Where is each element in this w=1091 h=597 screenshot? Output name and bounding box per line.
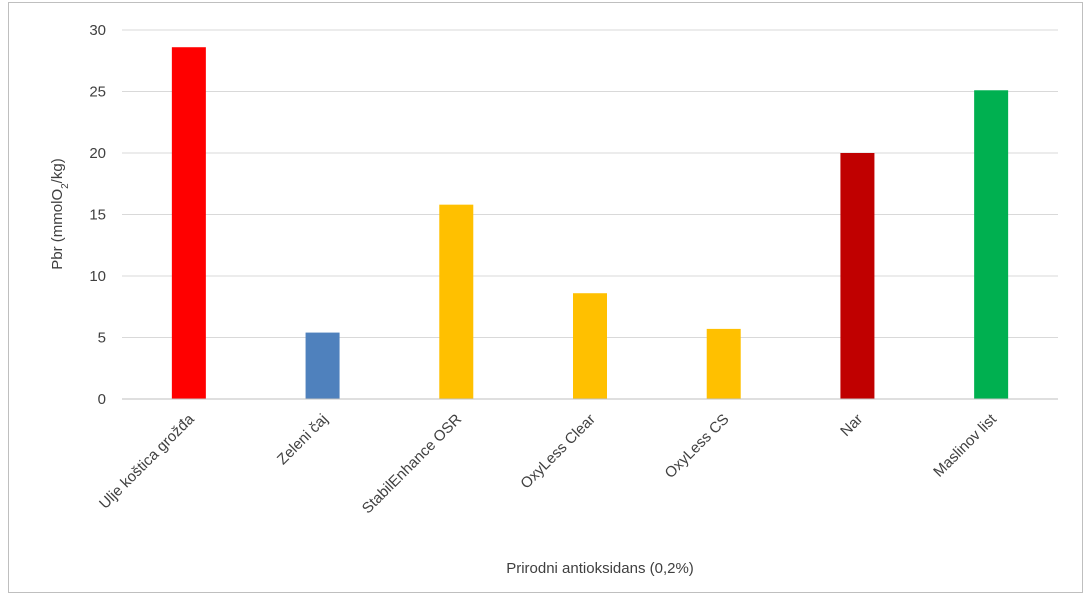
bar bbox=[305, 332, 340, 399]
bars bbox=[171, 47, 1009, 400]
bar bbox=[974, 90, 1009, 400]
y-axis-title-end: /kg) bbox=[49, 158, 66, 183]
y-tick-label: 30 bbox=[89, 22, 106, 39]
y-tick-label: 0 bbox=[98, 391, 106, 408]
y-tick-label: 15 bbox=[89, 207, 106, 224]
x-category-label: OxyLess CS bbox=[662, 411, 733, 482]
x-category-label: OxyLess Clear bbox=[517, 411, 599, 493]
x-category-labels: Ulje koštica grožđa Zeleni čaj StabilEnhan… bbox=[96, 410, 1001, 517]
y-axis-title-subscript: 2 bbox=[60, 183, 71, 189]
bar bbox=[706, 328, 741, 399]
y-tick-label: 5 bbox=[98, 330, 106, 347]
x-category-label: Zeleni čaj bbox=[274, 411, 331, 468]
x-category-label: Nar bbox=[837, 411, 866, 440]
gridlines bbox=[122, 29, 1058, 338]
y-axis-title: Pbr (mmolO2/kg) bbox=[49, 158, 71, 269]
y-tick-label: 10 bbox=[89, 268, 106, 285]
y-tick-labels: 0 5 10 15 20 25 30 bbox=[89, 22, 106, 408]
x-axis-title: Prirodni antioksidans (0,2%) bbox=[506, 560, 694, 577]
x-category-label: Maslinov list bbox=[930, 410, 1000, 480]
y-tick-label: 20 bbox=[89, 145, 106, 162]
bar bbox=[573, 293, 607, 399]
x-category-label: Ulje koštica grožđa bbox=[96, 410, 198, 512]
bar bbox=[171, 47, 206, 399]
bar bbox=[439, 204, 474, 399]
bar bbox=[840, 153, 875, 399]
x-category-label: StabilEnhance OSR bbox=[359, 411, 465, 517]
y-tick-label: 25 bbox=[89, 84, 106, 101]
y-axis-title-main: Pbr (mmolO bbox=[49, 189, 66, 270]
